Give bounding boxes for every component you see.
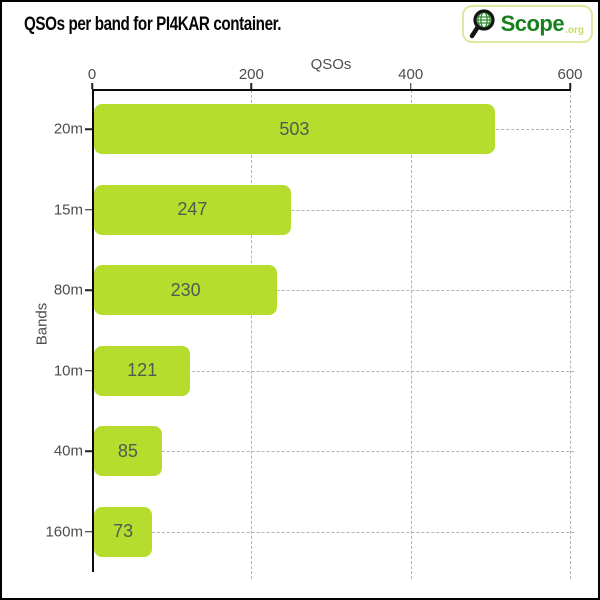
y-axis-title: Bands xyxy=(33,302,51,346)
y-tick-mark xyxy=(85,208,92,211)
logo-brand-text: Scope xyxy=(500,11,565,36)
y-tick-label: 15m xyxy=(53,201,83,219)
y-tick-label: 80m xyxy=(53,281,83,299)
bar-80m: 230 xyxy=(94,265,278,316)
bar-10m: 121 xyxy=(94,345,191,396)
band-row: 80m 230 xyxy=(54,250,574,330)
x-tick-label: 600 xyxy=(557,66,583,83)
bar-value-label: 230 xyxy=(170,279,201,300)
bar-value-label: 247 xyxy=(177,199,208,220)
band-row: 20m 503 xyxy=(54,89,574,169)
bar-value-label: 503 xyxy=(279,118,310,139)
y-tick-mark xyxy=(85,369,92,372)
x-tick-mark xyxy=(569,83,571,89)
band-row: 10m 121 xyxy=(54,331,574,411)
band-row: 40m 85 xyxy=(54,411,574,491)
x-gridline xyxy=(251,90,253,579)
band-row: 15m 247 xyxy=(54,169,574,249)
bar-20m: 503 xyxy=(94,104,495,155)
bar-value-label: 73 xyxy=(113,521,134,542)
y-gridline xyxy=(92,290,574,292)
y-tick-label: 40m xyxy=(53,442,83,460)
x-tick-mark xyxy=(250,83,253,89)
y-gridline xyxy=(92,209,574,211)
y-tick-mark xyxy=(85,450,92,452)
x-tick-label: 200 xyxy=(238,66,264,83)
bar-40m: 85 xyxy=(94,426,162,477)
y-tick-label: 20m xyxy=(53,120,83,138)
x-tick-mark xyxy=(409,83,412,89)
y-tick-mark xyxy=(85,128,92,130)
band-row: 160m 73 xyxy=(45,492,574,572)
bar-15m: 247 xyxy=(94,184,291,235)
magnifier-globe-icon xyxy=(469,9,495,39)
y-tick-mark xyxy=(85,530,92,533)
y-axis-line xyxy=(92,89,94,572)
x-axis-line xyxy=(92,89,571,91)
x-tick-mark xyxy=(91,83,93,89)
x-gridline xyxy=(570,90,571,579)
bar-value-label: 85 xyxy=(117,440,138,461)
y-tick-label: 10m xyxy=(53,362,83,380)
logo-tld-text: .org xyxy=(565,25,584,36)
x-tick-label: 400 xyxy=(398,66,424,83)
y-tick-mark xyxy=(85,289,92,291)
chart-title: QSOs per band for PI4KAR container. xyxy=(24,14,282,35)
qscope-logo: Scope .org xyxy=(461,5,593,43)
x-axis-title: QSOs xyxy=(310,56,352,73)
y-tick-label: 160m xyxy=(45,523,83,541)
bar-160m: 73 xyxy=(94,506,153,557)
y-gridline xyxy=(92,370,574,372)
y-gridline xyxy=(92,531,574,533)
plot-area: 0 200 400 600 20m 503 15m 247 80m 230 10m 121 40m 85 1… xyxy=(45,67,583,579)
x-gridline xyxy=(410,90,412,579)
y-gridline xyxy=(92,451,574,453)
bar-value-label: 121 xyxy=(127,360,158,381)
x-tick-label: 0 xyxy=(87,66,97,83)
